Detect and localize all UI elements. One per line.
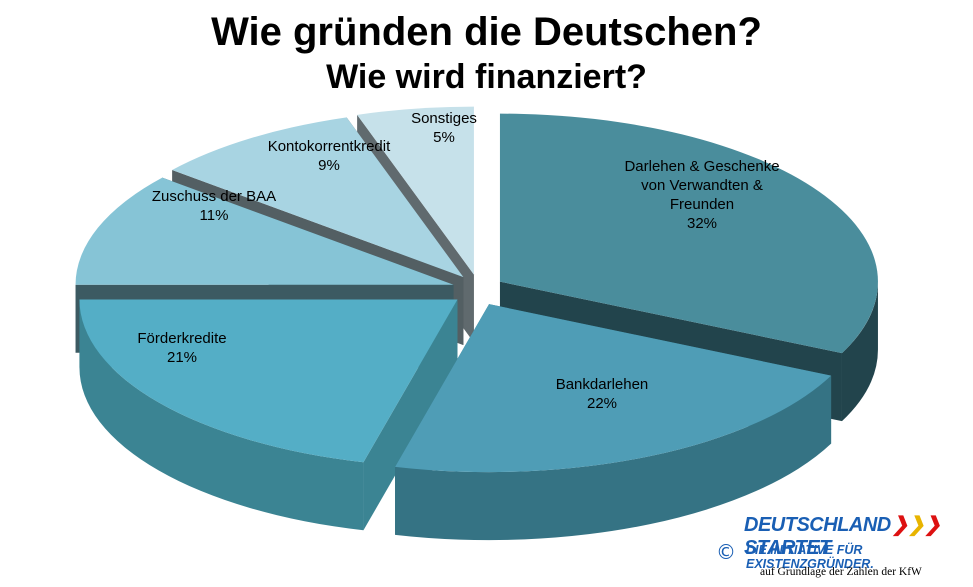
brand-name-part1: DEUTSCHLAND [744, 514, 891, 536]
slice-label-line-darlehen-geschenke-von-verwandten-freunden-0: Darlehen & Geschenke [624, 158, 779, 175]
slice-label-line-darlehen-geschenke-von-verwandten-freunden-1: von Verwandten & [641, 177, 763, 194]
slice-label-line-bankdarlehen-0: Bankdarlehen [556, 376, 649, 393]
chart-title-line2: Wie wird finanziert? [326, 58, 647, 96]
slice-label-bankdarlehen: Bankdarlehen 22% [556, 376, 649, 412]
brand-logo: DEUTSCHLAND❯❯❯ STARTET [744, 512, 973, 560]
slice-label-line-sonstiges-0: Sonstiges [411, 110, 477, 127]
pie-slice-darlehen-geschenke-von-verwandten-freunden [499, 113, 878, 354]
slice-label-zuschuss-der-baa: Zuschuss der BAA 11% [152, 188, 276, 224]
slice-value-zuschuss-der-baa: 11% [200, 207, 229, 224]
pie-slice-rim-förderkredite-0 [79, 299, 364, 531]
slice-value-sonstiges: 5% [433, 129, 455, 146]
slice-value-bankdarlehen: 22% [587, 395, 617, 412]
slice-label-kontokorrentkredit: Kontokorrentkredit 9% [268, 138, 391, 174]
slice-label-line-darlehen-geschenke-von-verwandten-freunden-2: Freunden [670, 196, 734, 213]
slice-value-kontokorrentkredit: 9% [318, 157, 340, 174]
slice-label-line-kontokorrentkredit-0: Kontokorrentkredit [268, 138, 391, 155]
chart-title-line1: Wie gründen die Deutschen? [211, 10, 762, 54]
brand-name-part2: STARTET [744, 537, 831, 559]
pie-slice-sonstiges [357, 106, 474, 275]
slice-label-sonstiges: Sonstiges 5% [411, 110, 477, 146]
pie-slice-förderkredite [79, 299, 458, 463]
slice-value-förderkredite: 21% [167, 349, 197, 366]
pie-labels: Darlehen & Geschenke von Verwandten & Freu… [137, 110, 779, 412]
brand-tagline: DIE INITIATIVE FÜR EXISTENZGRÜNDER. [746, 543, 874, 571]
source-note: auf Grundlage der Zahlen der KfW [760, 566, 922, 578]
pie-slice-bankdarlehen [395, 304, 832, 473]
pie-slice-zuschuss-der-baa [75, 177, 454, 285]
brand-arrows-icon: ❯❯❯ [891, 514, 941, 536]
copyright-icon: © [716, 540, 736, 564]
pie-slice-kontokorrentkredit [172, 117, 464, 278]
slice-label-förderkredite: Förderkredite 21% [137, 330, 226, 366]
slice-label-line-zuschuss-der-baa-0: Zuschuss der BAA [152, 188, 276, 205]
slice-label-darlehen-geschenke-von-verwandten-freunden: Darlehen & Geschenke von Verwandten & Freu… [624, 158, 779, 232]
pie-slice-rim-darlehen-geschenke-von-verwandten-freunden-0 [841, 281, 878, 422]
pie-tops [75, 106, 878, 473]
pie-slice-rim-bankdarlehen-0 [395, 375, 832, 541]
slice-value-darlehen-geschenke-von-verwandten-freunden: 32% [687, 215, 717, 232]
slice-label-line-förderkredite-0: Förderkredite [137, 330, 226, 347]
